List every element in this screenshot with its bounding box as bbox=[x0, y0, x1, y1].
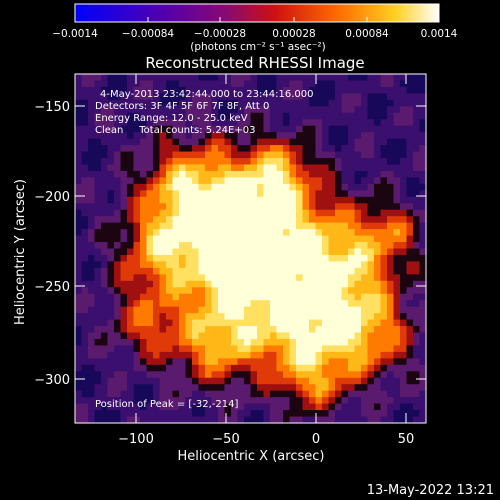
colorbar-unit: (photons cm⁻² s⁻¹ asec⁻²) bbox=[190, 41, 325, 53]
x-tick-label: −100 bbox=[118, 432, 154, 447]
colorbar-tick-label: −0.00028 bbox=[194, 28, 246, 40]
info-detectors: Detectors: 3F 4F 5F 6F 7F 8F, Att 0 bbox=[95, 101, 269, 112]
plot-frame bbox=[74, 73, 427, 424]
colorbar-tick-label: 0.00084 bbox=[345, 28, 389, 40]
x-axis-label: Heliocentric X (arcsec) bbox=[178, 449, 325, 464]
x-tick-label: 0 bbox=[312, 432, 320, 447]
colorbar-ticks bbox=[74, 17, 440, 22]
rhessi-image bbox=[75, 74, 427, 424]
y-tick-label: −150 bbox=[34, 100, 70, 115]
info-time-range: 4-May-2013 23:42:44.000 to 23:44:16.000 bbox=[100, 89, 313, 100]
y-axis-ticks bbox=[75, 105, 426, 380]
info-peak-position: Position of Peak = [-32,-214] bbox=[95, 399, 239, 410]
y-axis-label: Heliocentric Y (arcsec) bbox=[13, 179, 28, 325]
x-tick-label: 50 bbox=[398, 432, 415, 447]
y-tick-label: −200 bbox=[34, 190, 70, 205]
footer-date: 13-May-2022 13:21 bbox=[367, 483, 494, 498]
y-tick-label: −250 bbox=[34, 280, 70, 295]
x-tick-label: −50 bbox=[212, 432, 239, 447]
x-axis-ticks bbox=[135, 74, 407, 423]
colorbar-tick-label: 0.0014 bbox=[421, 28, 458, 40]
colorbar-tick-label: −0.00084 bbox=[122, 28, 175, 40]
info-clean-counts: Clean Total counts: 5.24E+03 bbox=[95, 125, 255, 136]
plot-title: Reconstructed RHESSI Image bbox=[145, 54, 364, 72]
colorbar bbox=[74, 3, 440, 23]
info-energy-range: Energy Range: 12.0 - 25.0 keV bbox=[95, 113, 248, 124]
colorbar-tick-label: −0.0014 bbox=[52, 28, 98, 40]
y-tick-label: −300 bbox=[34, 373, 70, 388]
colorbar-tick-label: 0.00028 bbox=[272, 28, 315, 40]
